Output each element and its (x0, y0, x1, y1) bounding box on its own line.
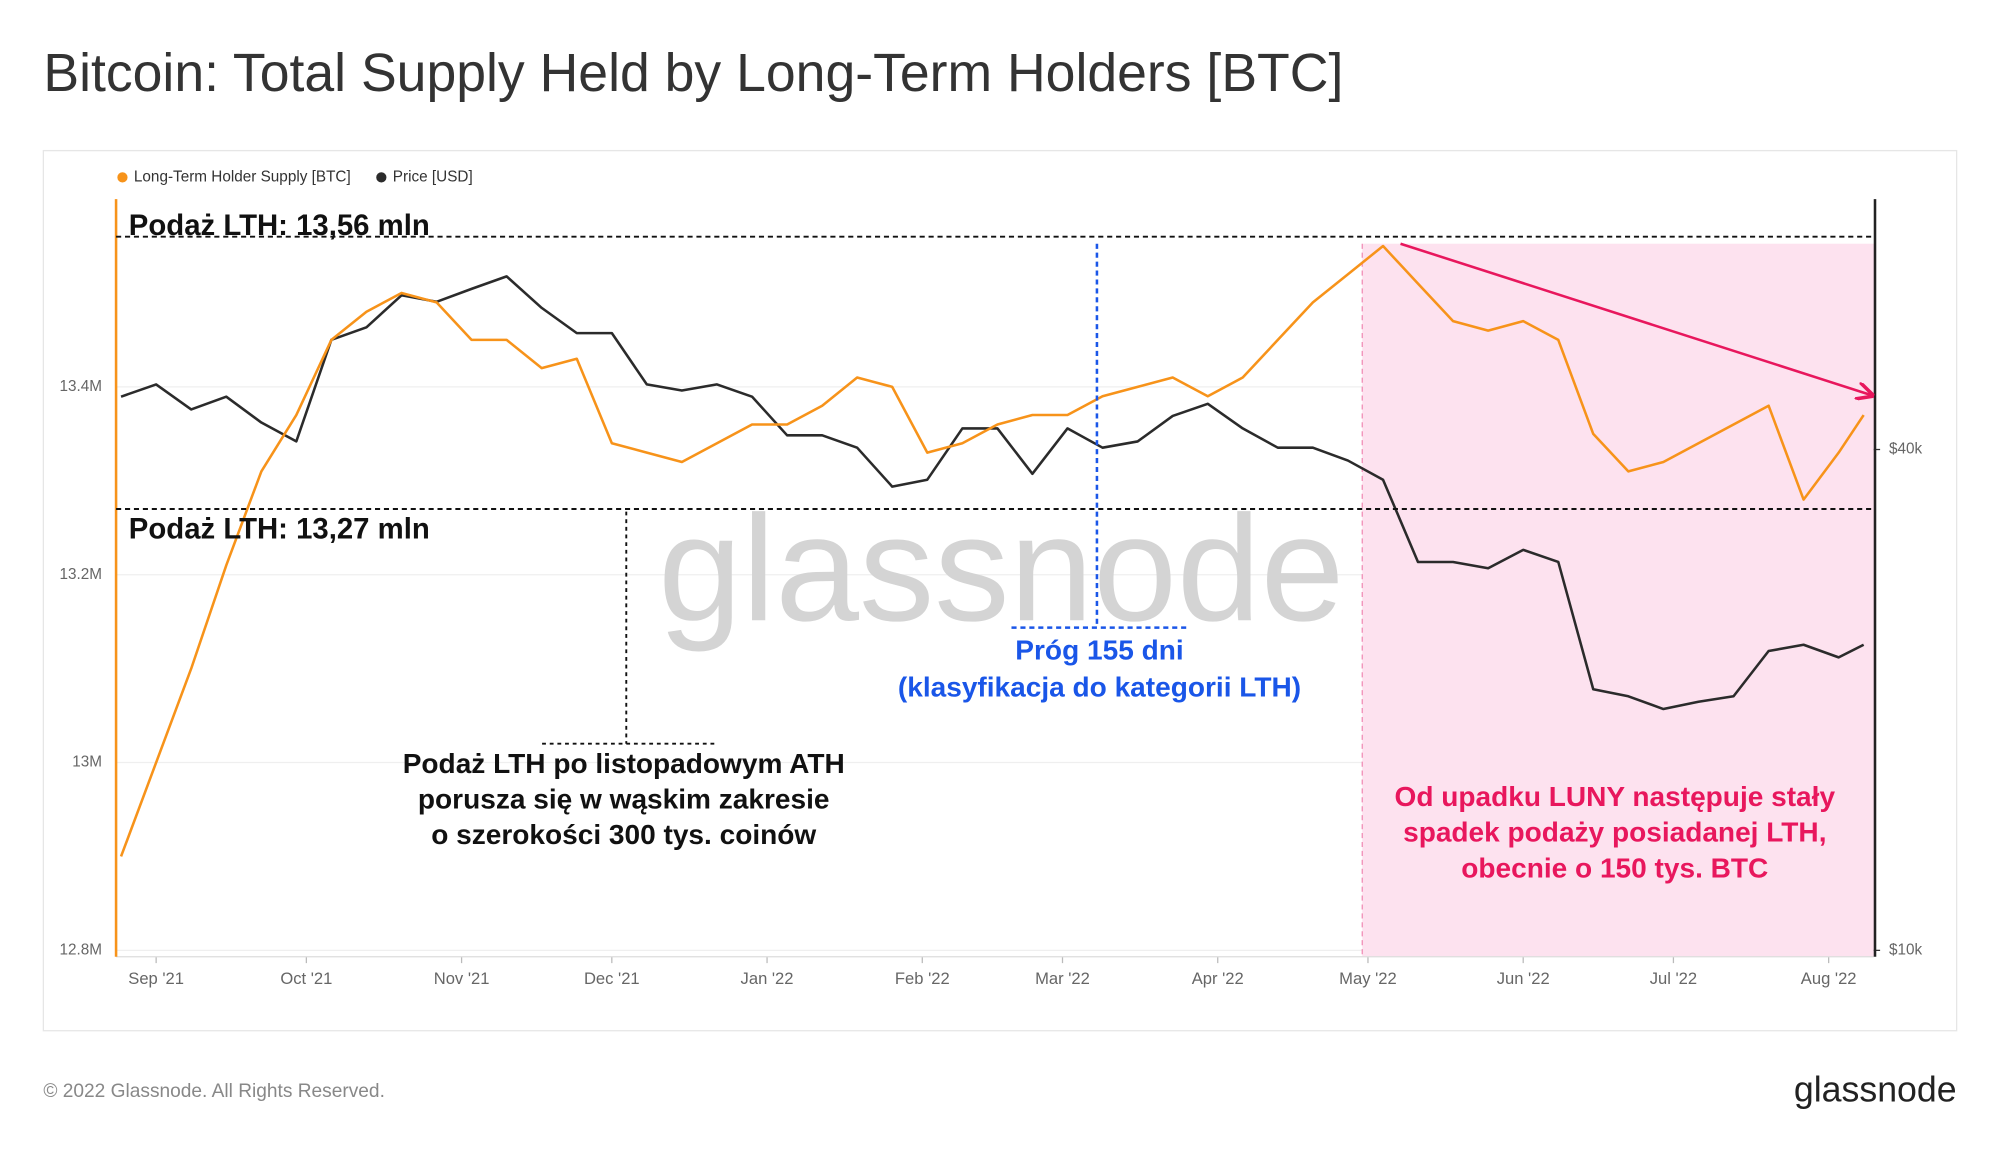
x-tick-label: Oct '21 (280, 969, 332, 988)
y-tick-label: 13M (72, 754, 102, 771)
annotation-text: spadek podaży posiadanej LTH, (1403, 817, 1826, 848)
series-line (119, 244, 1865, 857)
annotation-text: Podaż LTH po listopadowym ATH (403, 748, 845, 779)
x-tick-label: Jun '22 (1497, 969, 1550, 988)
y-tick-label: 12.8M (60, 941, 103, 958)
y-tick-label: 13.4M (60, 378, 103, 395)
annotation-text: Próg 155 dni (1015, 634, 1183, 665)
x-tick-label: Jan '22 (741, 969, 794, 988)
page-title: Bitcoin: Total Supply Held by Long-Term … (43, 44, 1343, 103)
x-tick-label: Mar '22 (1035, 969, 1090, 988)
y2-tick-label: $10k (1889, 941, 1923, 958)
logo: glassnode (1794, 1069, 1957, 1109)
legend-marker (376, 172, 387, 183)
y-tick-label: 13.2M (60, 566, 103, 583)
chart-frame (42, 149, 1958, 1032)
x-tick-label: Apr '22 (1192, 969, 1244, 988)
x-tick-label: Sep '21 (128, 969, 184, 988)
x-tick-label: Aug '22 (1801, 969, 1857, 988)
x-tick-label: Jul '22 (1650, 969, 1697, 988)
reference-label: Podaż LTH: 13,56 mln (129, 209, 430, 242)
footer: © 2022 Glassnode. All Rights Reserved. (43, 1081, 385, 1102)
annotation-text: obecnie o 150 tys. BTC (1461, 852, 1768, 883)
annotation-text: (klasyfikacja do kategorii LTH) (898, 671, 1301, 702)
y2-tick-label: $40k (1889, 441, 1923, 458)
x-tick-label: May '22 (1339, 969, 1397, 988)
watermark: glassnode (658, 484, 1344, 652)
annotation-text: porusza się w wąskim zakresie (418, 784, 830, 815)
legend-marker (117, 172, 128, 183)
reference-label: Podaż LTH: 13,27 mln (129, 512, 430, 545)
trend-arrow (1400, 242, 1873, 396)
x-tick-label: Nov '21 (434, 969, 490, 988)
legend-label: Long-Term Holder Supply [BTC] (134, 168, 351, 185)
x-tick-label: Dec '21 (584, 969, 640, 988)
legend-label: Price [USD] (393, 168, 473, 185)
highlight-region (1362, 243, 1875, 957)
x-tick-label: Feb '22 (895, 969, 950, 988)
annotation-text: o szerokości 300 tys. coinów (431, 819, 816, 850)
annotation-text: Od upadku LUNY następuje stały (1395, 781, 1836, 812)
